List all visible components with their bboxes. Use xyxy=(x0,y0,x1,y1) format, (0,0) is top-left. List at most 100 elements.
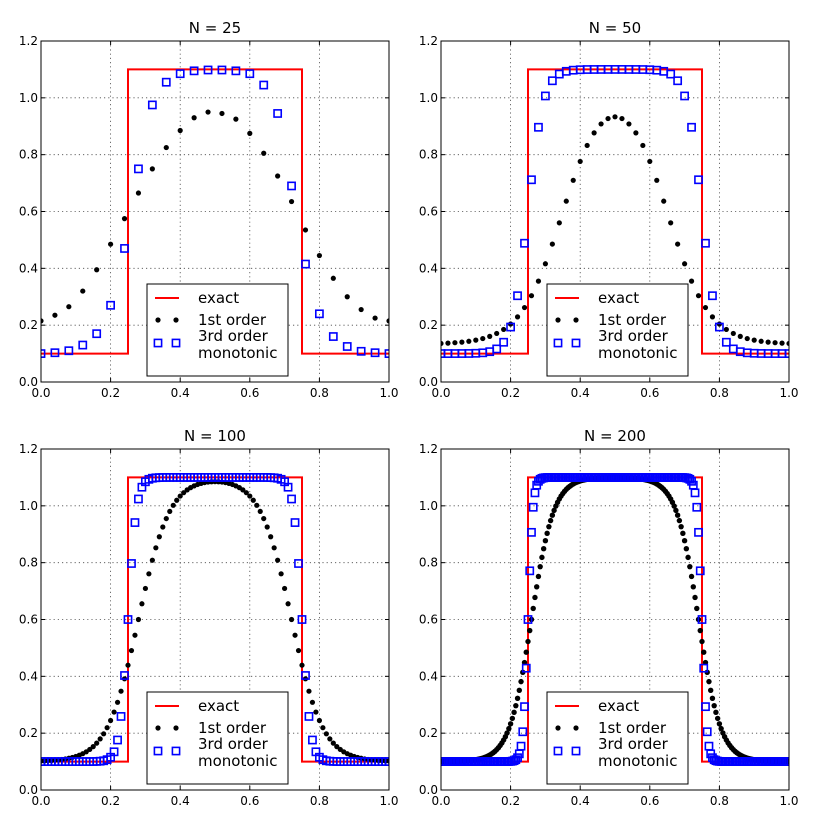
first-order-point xyxy=(330,275,336,281)
first-order-point xyxy=(544,530,550,537)
third-order-point xyxy=(175,69,185,79)
first-order-point xyxy=(254,502,260,508)
first-order-point xyxy=(334,744,340,750)
grid xyxy=(441,449,789,790)
y-tick-label: 1.2 xyxy=(19,34,38,48)
first-order-point xyxy=(534,584,540,590)
x-tick-label: 0.2 xyxy=(501,794,520,808)
legend-label: 3rd order xyxy=(198,735,269,753)
y-tick-label: 1.0 xyxy=(419,499,438,513)
first-order-point xyxy=(751,337,757,343)
y-tick-label: 1.2 xyxy=(419,34,438,48)
third-order-point xyxy=(301,259,310,269)
first-order-point xyxy=(125,662,131,668)
third-order-point xyxy=(92,329,102,339)
first-order-point xyxy=(135,616,142,623)
first-order-point xyxy=(786,340,789,347)
legend-square xyxy=(553,338,563,348)
first-order-point xyxy=(386,318,389,324)
chart-panel-1: 0.0 0.2 0.4 0.6 0.8 1.0 0.0 0.2 0.4 0.6 0.8 1.0 1.2 N… xyxy=(19,19,399,400)
x-tick-label: 0.8 xyxy=(710,794,729,808)
third-order-point xyxy=(714,322,724,332)
first-order-point xyxy=(108,717,114,724)
first-order-point xyxy=(282,585,288,592)
first-order-point xyxy=(285,601,291,607)
x-tick-label: 0.2 xyxy=(501,386,520,400)
first-order-point xyxy=(94,740,100,746)
third-order-point xyxy=(534,122,543,132)
legend-square xyxy=(553,746,563,756)
first-order-point xyxy=(591,130,597,136)
third-order-point xyxy=(308,735,317,745)
first-order-point xyxy=(177,493,183,499)
third-order-point xyxy=(666,69,676,79)
third-order-point xyxy=(50,348,60,358)
x-tick-label: 1.0 xyxy=(779,794,798,808)
third-order-point xyxy=(690,488,700,498)
chart-title: N = 200 xyxy=(584,427,646,445)
legend-square xyxy=(153,746,163,756)
first-order-point xyxy=(261,150,267,156)
third-order-point xyxy=(530,488,540,498)
first-order-point xyxy=(563,198,569,204)
first-order-point xyxy=(114,699,121,705)
plot-area xyxy=(441,65,789,358)
first-order-point xyxy=(121,216,128,222)
y-tick-label: 0.4 xyxy=(19,261,38,275)
y-tick-label: 1.0 xyxy=(19,499,38,513)
first-order-point xyxy=(697,627,703,634)
y-tick-label: 0.2 xyxy=(19,318,38,332)
legend-square xyxy=(153,338,163,348)
first-order-point xyxy=(299,662,305,668)
x-tick-label: 1.0 xyxy=(779,386,798,400)
third-order-point xyxy=(297,615,307,624)
first-order-point xyxy=(316,717,322,724)
first-order-point xyxy=(327,736,333,742)
third-order-point xyxy=(694,175,703,185)
third-order-point xyxy=(721,337,731,347)
third-order-point xyxy=(680,91,689,101)
legend-square xyxy=(171,746,181,756)
third-order-point xyxy=(116,712,126,721)
y-tick-label: 0.4 xyxy=(419,261,438,275)
legend-label: 1st order xyxy=(598,311,667,329)
first-order-point xyxy=(546,523,552,530)
y-tick-label: 0.8 xyxy=(419,148,438,162)
third-order-point xyxy=(492,344,502,354)
first-order-point xyxy=(532,594,538,601)
x-tick-label: 0.2 xyxy=(101,386,120,400)
chart-title: N = 25 xyxy=(189,19,241,37)
first-order-point xyxy=(41,318,44,324)
legend-box xyxy=(546,691,689,785)
first-order-point xyxy=(149,557,155,563)
y-tick-label: 1.0 xyxy=(419,91,438,105)
first-order-point xyxy=(688,573,695,580)
first-order-point xyxy=(678,523,684,530)
y-tick-label: 1.2 xyxy=(19,442,38,456)
first-order-point xyxy=(473,337,479,343)
grid xyxy=(41,449,389,790)
first-order-point xyxy=(687,563,693,570)
first-order-point xyxy=(699,638,705,645)
legend-dot xyxy=(155,725,161,731)
y-tick-label: 0.0 xyxy=(419,375,438,389)
first-order-point xyxy=(111,709,117,715)
third-order-point xyxy=(695,566,705,576)
third-order-point xyxy=(290,518,300,527)
x-tick-label: 0.4 xyxy=(171,794,190,808)
first-order-point xyxy=(90,744,96,750)
first-order-point xyxy=(674,512,681,518)
legend-label: exact xyxy=(198,289,239,307)
third-order-point xyxy=(328,332,338,341)
legend-label: monotonic xyxy=(198,752,277,770)
third-order-point xyxy=(147,100,157,110)
x-tick-label: 0.8 xyxy=(310,386,329,400)
first-order-point xyxy=(685,554,691,561)
third-order-point xyxy=(547,76,557,86)
y-tick-label: 0.6 xyxy=(19,613,38,627)
third-order-point xyxy=(540,91,550,101)
third-order-point xyxy=(78,340,88,350)
first-order-point xyxy=(181,490,187,496)
first-order-point xyxy=(671,503,677,509)
